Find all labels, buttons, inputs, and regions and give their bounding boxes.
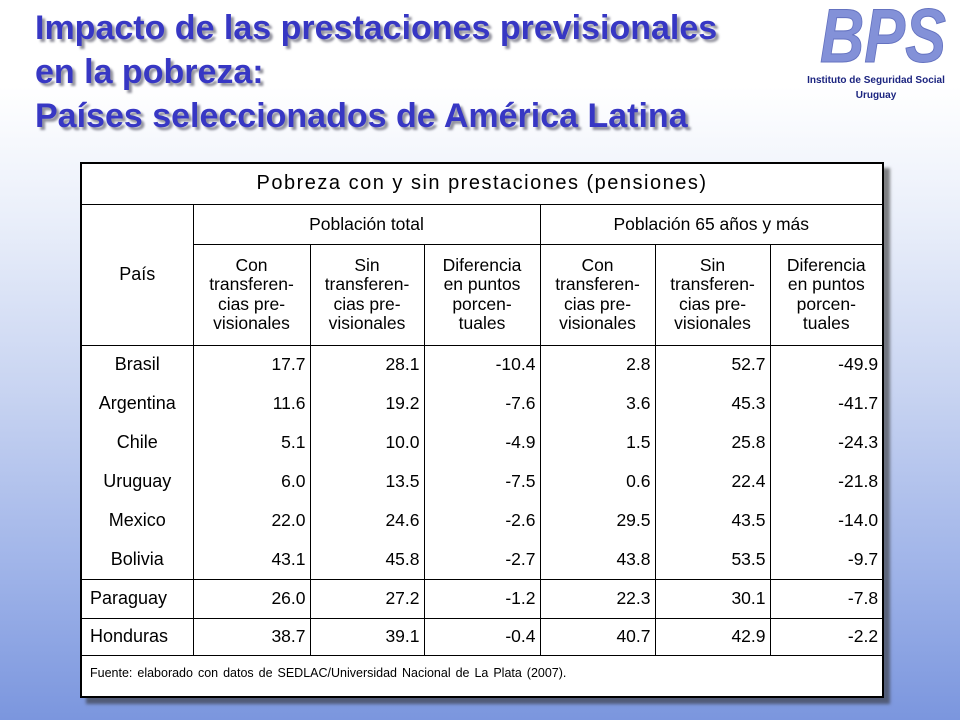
elderly-without-transfers: 42.9 [654,617,770,655]
table-caption: Pobreza con y sin prestaciones (pensione… [82,164,883,205]
header-65-with-transfers: Con transferen- cias pre- visionales [539,244,655,346]
elderly-difference: -14.0 [769,501,883,540]
total-without-transfers: 27.2 [309,578,424,618]
elderly-with-transfers: 2.8 [539,345,655,384]
table-row-honduras: Honduras 38.7 39.1 -0.4 40.7 42.9 -2.2 [82,617,883,655]
table-caption-row: Pobreza con y sin prestaciones (pensione… [82,164,883,205]
total-with-transfers: 11.6 [192,384,310,423]
elderly-without-transfers: 22.4 [654,462,770,501]
country-header: País [82,204,194,346]
country-name: Argentina [98,393,176,413]
total-difference: -2.7 [423,540,540,579]
elderly-with-transfers: 1.5 [539,423,655,462]
logo-country: Uruguay [855,90,897,101]
total-without-transfers: 28.1 [309,345,424,384]
elderly-with-transfers: 22.3 [539,578,655,618]
source-note: Fuente: elaborado con datos de SEDLAC/Un… [82,654,883,696]
header-65-difference: Diferencia en puntos porcen- tuales [769,244,883,346]
total-without-transfers: 10.0 [309,423,424,462]
elderly-difference: -9.7 [769,540,883,579]
bps-logo: BPS [820,0,947,80]
total-difference: -4.9 [423,423,540,462]
total-without-transfers: 45.8 [309,540,424,579]
total-without-transfers: 19.2 [309,384,424,423]
group-header-row: País Población total Población 65 años y… [82,204,883,346]
elderly-difference: -49.9 [769,345,883,384]
total-with-transfers: 26.0 [192,578,310,618]
total-difference: -0.4 [423,617,540,655]
slide-title: Impacto de las prestaciones previsionale… [35,6,717,138]
total-with-transfers: 17.7 [192,345,310,384]
total-without-transfers: 13.5 [309,462,424,501]
poverty-table-container: Pobreza con y sin prestaciones (pensione… [80,162,884,698]
source-row: Fuente: elaborado con datos de SEDLAC/Un… [82,654,883,696]
table-row-argentina: Argentina 11.6 19.2 -7.6 3.6 45.3 -41.7 [82,384,883,423]
title-line-3: Países seleccionados de América Latina [35,97,688,135]
elderly-difference: -24.3 [769,423,883,462]
elderly-with-transfers: 40.7 [539,617,655,655]
header-65-without-transfers: Sin transferen- cias pre- visionales [654,244,770,346]
elderly-with-transfers: 0.6 [539,462,655,501]
header-total-difference: Diferencia en puntos porcen- tuales [423,244,540,346]
country-name: Chile [116,432,158,452]
country-name: Brasil [114,354,160,375]
total-with-transfers: 38.7 [192,617,310,655]
bps-logo-mark: BPS [820,0,946,79]
title-line-1: Impacto de las prestaciones previsionale… [35,9,718,47]
country-name: Mexico [108,510,166,530]
elderly-with-transfers: 29.5 [539,501,655,540]
elderly-difference: -41.7 [769,384,883,423]
header-total-without-transfers: Sin transferen- cias pre- visionales [309,244,424,346]
title-line-2: en la pobreza: [35,53,264,91]
sub-header-row: Con transferen- cias pre- visionales Sin… [82,244,883,346]
table-row-brasil: Brasil 17.7 28.1 -10.4 2.8 52.7 -49.9 [82,345,883,384]
country-name: Honduras [82,617,193,655]
table-row-mexico: Mexico 22.0 24.6 -2.6 29.5 43.5 -14.0 [82,501,883,540]
total-with-transfers: 6.0 [192,462,310,501]
table-row-bolivia: Bolivia 43.1 45.8 -2.7 43.8 53.5 -9.7 [82,540,883,579]
country-name: Uruguay [103,471,172,491]
total-without-transfers: 24.6 [309,501,424,540]
country-name: Bolivia [110,548,164,569]
elderly-without-transfers: 52.7 [654,345,770,384]
country-name: Paraguay [82,578,193,618]
total-difference: -10.4 [423,345,540,384]
elderly-difference: -7.8 [769,578,883,618]
elderly-without-transfers: 45.3 [654,384,770,423]
total-difference: -1.2 [423,578,540,618]
elderly-with-transfers: 3.6 [539,384,655,423]
total-with-transfers: 43.1 [192,540,310,579]
total-with-transfers: 5.1 [192,423,310,462]
total-with-transfers: 22.0 [192,501,310,540]
header-total-with-transfers: Con transferen- cias pre- visionales [192,244,310,346]
elderly-difference: -21.8 [769,462,883,501]
elderly-without-transfers: 43.5 [654,501,770,540]
table-row-chile: Chile 5.1 10.0 -4.9 1.5 25.8 -24.3 [82,423,883,462]
total-difference: -2.6 [423,501,540,540]
group-header-65-plus: Población 65 años y más [539,204,883,245]
elderly-with-transfers: 43.8 [539,540,655,579]
elderly-without-transfers: 25.8 [654,423,770,462]
total-difference: -7.6 [423,384,540,423]
elderly-without-transfers: 30.1 [654,578,770,618]
elderly-without-transfers: 53.5 [654,540,770,579]
poverty-table: Pobreza con y sin prestaciones (pensione… [82,164,883,696]
elderly-difference: -2.2 [769,617,883,655]
total-without-transfers: 39.1 [309,617,424,655]
group-header-total: Población total [192,204,540,245]
table-row-uruguay: Uruguay 6.0 13.5 -7.5 0.6 22.4 -21.8 [82,462,883,501]
total-difference: -7.5 [423,462,540,501]
logo-institution: Instituto de Seguridad Social [807,75,945,86]
logo-caption: Instituto de Seguridad Social Uruguay [800,73,952,103]
table-row-paraguay: Paraguay 26.0 27.2 -1.2 22.3 30.1 -7.8 [82,578,883,618]
